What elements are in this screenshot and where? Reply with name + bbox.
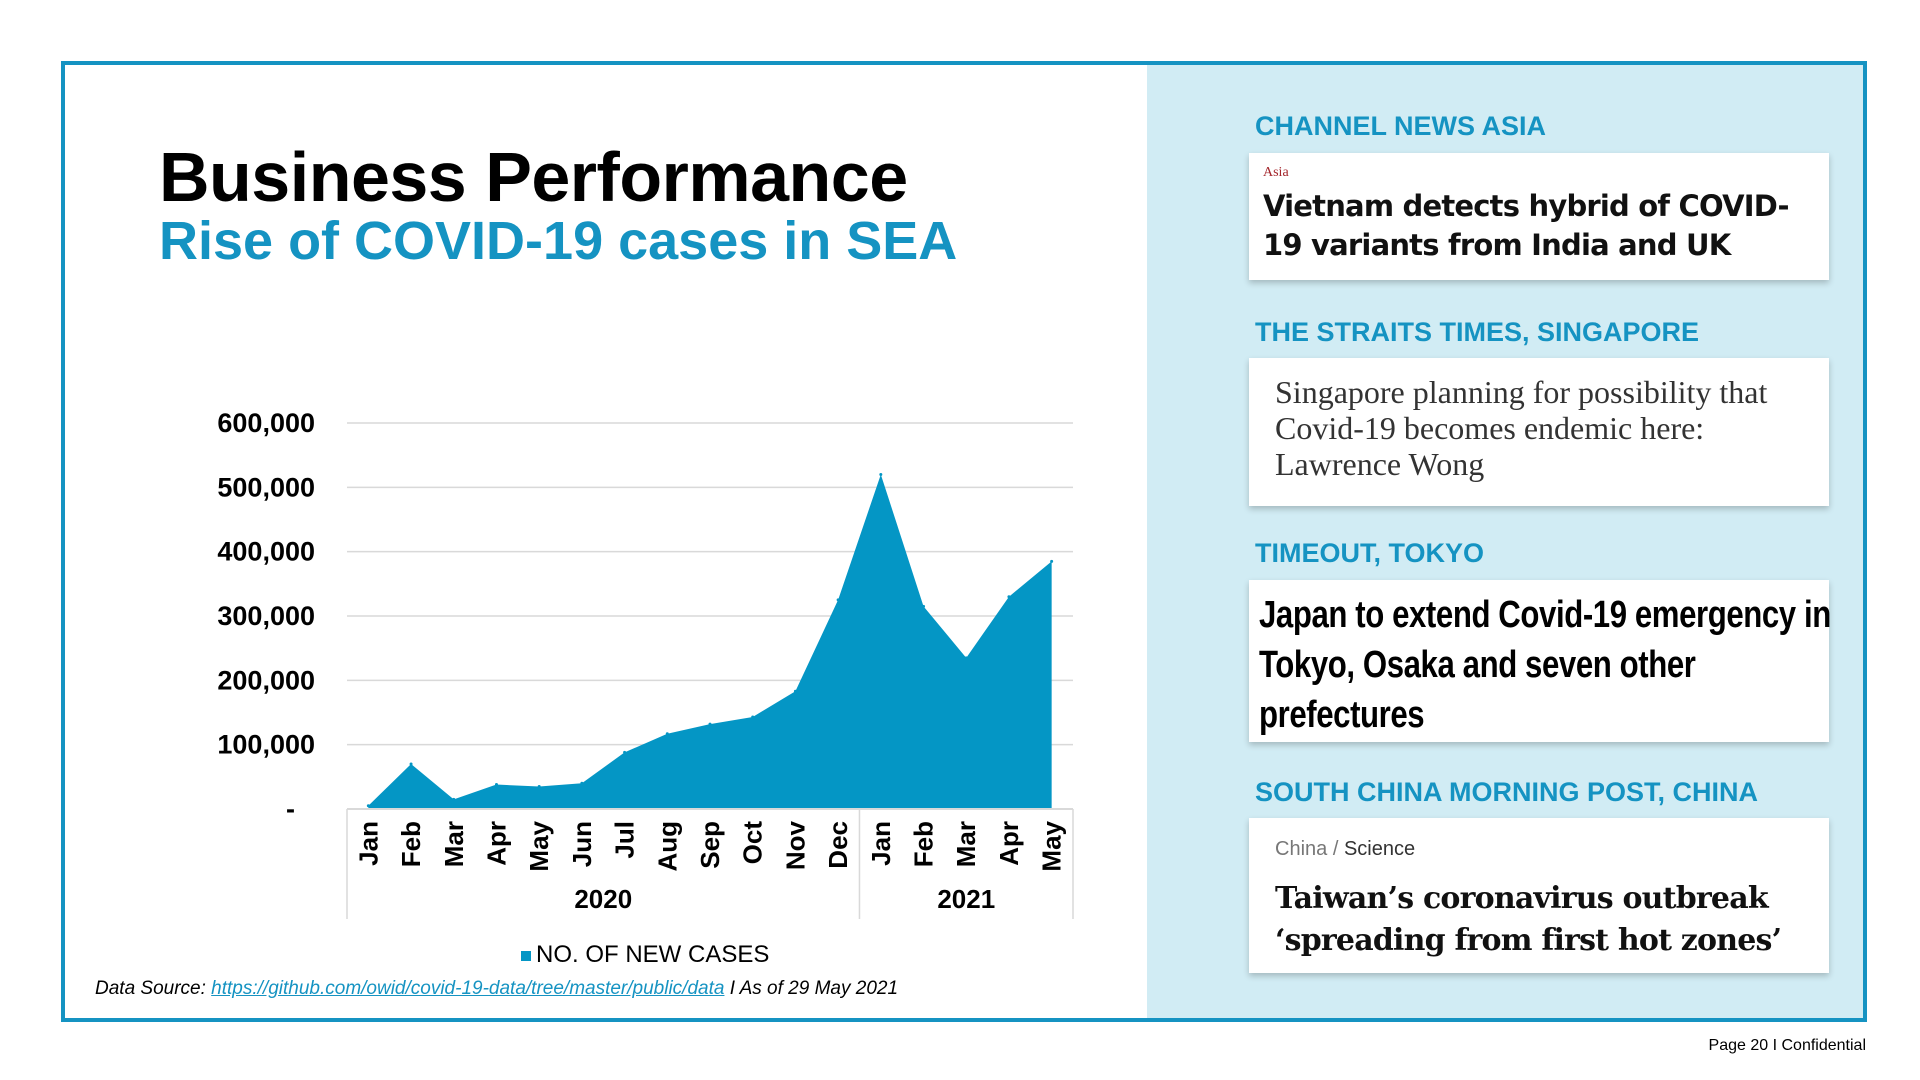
year-label: 2021 (937, 884, 995, 914)
data-point (580, 781, 584, 785)
data-point (879, 472, 883, 476)
x-tick-label: Oct (738, 821, 768, 865)
chart-area-layer (366, 472, 1054, 809)
news-panel: CHANNEL NEWS ASIA Asia Vietnam detects h… (1147, 65, 1863, 1018)
news-headline-scmp: Taiwan’s coronavirus outbreak ‘spreading… (1275, 881, 1782, 958)
x-axis-labels: Jan Feb Mar Apr May Jun Jul Aug Sep Oct Nov Dec Jan F… (353, 820, 1066, 871)
publisher-label-scmp: SOUTH CHINA MORNING POST, CHINA (1255, 777, 1759, 807)
data-point (665, 732, 669, 736)
page-footer: Page 20 I Confidential (1708, 1037, 1866, 1054)
x-tick-label: Dec (823, 821, 853, 869)
data-point (366, 804, 370, 808)
data-point (623, 750, 627, 754)
x-tick-label: Feb (396, 821, 426, 867)
breadcrumb-current[interactable]: Science (1343, 838, 1416, 860)
slide-frame: Business Performance Rise of COVID-19 ca… (61, 61, 1867, 1022)
data-point (494, 783, 498, 787)
year-label: 2020 (574, 884, 632, 914)
news-headline-cna: Vietnam detects hybrid of COVID-19 varia… (1263, 189, 1790, 262)
x-tick-label: Jan (353, 821, 383, 866)
x-axis (346, 808, 1074, 919)
y-tick-label: - (286, 794, 295, 824)
publisher-label-straits-times: THE STRAITS TIMES, SINGAPORE (1255, 317, 1700, 347)
news-headline-timeout: Japan to extend Covid-19 emergency in To… (1259, 594, 1831, 736)
data-point (836, 598, 840, 602)
y-tick-label: 400,000 (217, 537, 315, 567)
y-tick-label: 100,000 (217, 730, 315, 760)
data-point (452, 797, 456, 801)
x-tick-label: Mar (951, 821, 981, 867)
x-tick-label: Apr (994, 821, 1024, 866)
data-source-note: Data Source: https://github.com/owid/cov… (95, 978, 898, 1000)
chart-legend: NO. OF NEW CASES (521, 941, 769, 968)
x-tick-label: May (524, 820, 554, 871)
data-point (708, 722, 712, 726)
legend-label: NO. OF NEW CASES (536, 941, 769, 968)
x-axis-year-labels: 2020 2021 (574, 884, 995, 914)
data-point (922, 604, 926, 608)
x-tick-label: Sep (695, 821, 725, 869)
publisher-label-cna: CHANNEL NEWS ASIA (1255, 111, 1547, 141)
data-point (1007, 595, 1011, 599)
data-source-link[interactable]: https://github.com/owid/covid-19-data/tr… (211, 978, 725, 999)
data-point (964, 656, 968, 660)
data-point (751, 715, 755, 719)
news-card-scmp[interactable]: China / Science Taiwan’s coronavirus out… (1249, 818, 1829, 973)
x-tick-label: Jan (866, 821, 896, 866)
news-card-straits-times[interactable]: Singapore planning for possibility that … (1249, 358, 1829, 506)
x-tick-label: Apr (481, 821, 511, 866)
y-tick-label: 300,000 (217, 601, 315, 631)
breadcrumb-separator: / (1327, 838, 1344, 860)
data-source-date: I As of 29 May 2021 (724, 978, 899, 999)
covid-cases-area-chart: - 100,000 200,000 300,000 400,000 500,000 600,… (217, 408, 1074, 968)
news-headline-straits-times: Singapore planning for possibility that … (1275, 374, 1768, 482)
x-tick-label: Aug (652, 821, 682, 872)
y-tick-label: 200,000 (217, 665, 315, 695)
x-tick-label: Nov (780, 820, 810, 870)
news-card-timeout[interactable]: Japan to extend Covid-19 emergency in To… (1249, 580, 1831, 742)
series-area-new-cases (368, 474, 1052, 809)
data-point (537, 784, 541, 788)
x-tick-label: Feb (909, 821, 939, 867)
slide-subtitle: Rise of COVID-19 cases in SEA (159, 211, 958, 271)
x-tick-label: May (1037, 820, 1067, 871)
data-point (793, 689, 797, 693)
slide-title: Business Performance (159, 138, 908, 216)
x-tick-label: Jun (567, 821, 597, 867)
x-tick-label: Mar (439, 821, 469, 867)
y-axis-labels: - 100,000 200,000 300,000 400,000 500,000 600,… (217, 408, 315, 824)
data-point (1050, 559, 1054, 563)
data-source-prefix: Data Source: (95, 978, 212, 999)
legend-swatch (521, 951, 531, 961)
news-section-label: Asia (1263, 165, 1289, 180)
news-card-cna[interactable]: Asia Vietnam detects hybrid of COVID-19 … (1249, 153, 1829, 280)
data-point (409, 762, 413, 766)
y-tick-label: 500,000 (217, 472, 315, 502)
y-tick-label: 600,000 (217, 408, 315, 438)
news-breadcrumb: China / Science (1275, 838, 1415, 861)
breadcrumb-parent[interactable]: China (1275, 838, 1328, 860)
publisher-label-timeout: TIMEOUT, TOKYO (1255, 538, 1485, 568)
x-tick-label: Jul (610, 821, 640, 859)
